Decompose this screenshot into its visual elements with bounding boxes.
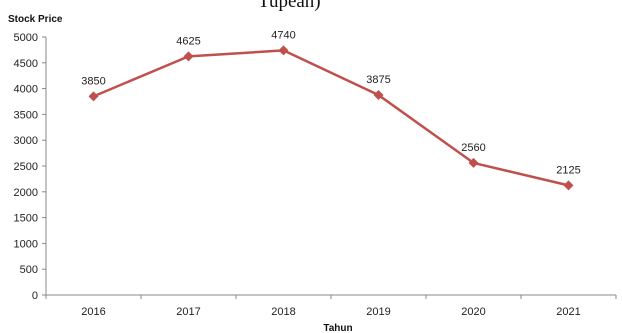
y-tick-label: 500 xyxy=(20,264,38,276)
y-tick-label: 3500 xyxy=(14,109,38,121)
series-layer: 3850 4625 4740 3875 2560 2125 xyxy=(81,29,581,191)
y-axis-title: Stock Price xyxy=(8,14,63,25)
x-ticks: 2016 2017 2018 2019 2020 2021 xyxy=(45,295,617,318)
data-point-marker xyxy=(468,157,479,168)
data-point-marker xyxy=(88,91,99,102)
data-label: 3850 xyxy=(81,75,105,87)
data-label: 4625 xyxy=(176,35,200,47)
data-label: 3875 xyxy=(366,74,390,86)
data-point-marker xyxy=(278,45,289,56)
x-tick-label: 2016 xyxy=(81,306,105,318)
y-tick-label: 1000 xyxy=(14,238,38,250)
y-tick-label: 5000 xyxy=(14,32,38,44)
data-label: 2560 xyxy=(461,142,485,154)
x-tick-label: 2020 xyxy=(461,306,485,318)
x-tick-label: 2021 xyxy=(556,306,580,318)
y-tick-label: 3000 xyxy=(14,135,38,147)
data-label: 4740 xyxy=(271,29,295,41)
data-point-marker xyxy=(183,51,194,62)
y-tick-label: 4500 xyxy=(14,58,38,70)
y-ticks: 0 500 1000 1500 2000 2500 3000 3500 4000 4500 5000 xyxy=(14,32,46,302)
data-point-marker xyxy=(563,180,574,191)
data-point-marker xyxy=(373,90,384,101)
y-tick-label: 2500 xyxy=(14,161,38,173)
y-tick-label: 2000 xyxy=(14,187,38,199)
x-tick-label: 2017 xyxy=(176,306,200,318)
x-axis-title: Tahun xyxy=(323,323,352,333)
series-line xyxy=(93,49,569,187)
y-tick-label: 0 xyxy=(32,290,38,302)
x-tick-label: 2018 xyxy=(271,306,295,318)
data-label: 2125 xyxy=(556,164,580,176)
y-tick-label: 4000 xyxy=(14,84,38,96)
x-tick-label: 2019 xyxy=(366,306,390,318)
caption-fragment: Tupean) xyxy=(258,0,321,12)
y-tick-label: 1500 xyxy=(14,213,38,225)
